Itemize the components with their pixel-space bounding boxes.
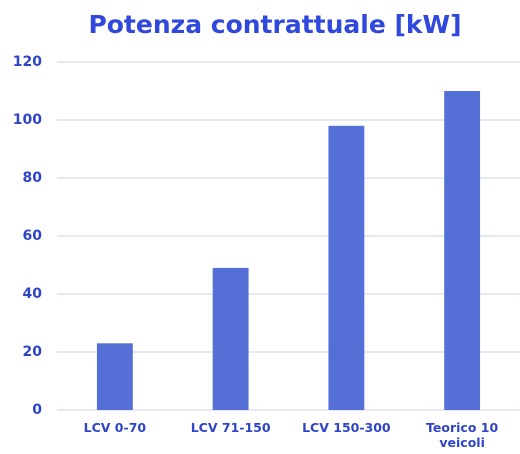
y-tick-label: 0 xyxy=(32,402,42,418)
chart-title: Potenza contrattuale [kW] xyxy=(88,10,461,39)
y-tick-label: 20 xyxy=(23,344,43,360)
x-tick-label: LCV 0-70 xyxy=(83,420,147,435)
bar xyxy=(96,343,133,410)
bar xyxy=(444,91,481,410)
x-tick-label: LCV 71-150 xyxy=(190,420,271,435)
bar xyxy=(328,125,365,411)
y-tick-label: 80 xyxy=(23,170,43,186)
y-tick-label: 40 xyxy=(23,286,43,302)
y-tick-label: 100 xyxy=(13,112,42,128)
x-tick-label: LCV 150-300 xyxy=(302,420,391,435)
x-tick-label: Teorico 10 veicoli xyxy=(426,420,499,450)
bar xyxy=(212,267,249,410)
y-tick-label: 60 xyxy=(23,228,43,244)
y-tick-label: 120 xyxy=(13,54,42,70)
